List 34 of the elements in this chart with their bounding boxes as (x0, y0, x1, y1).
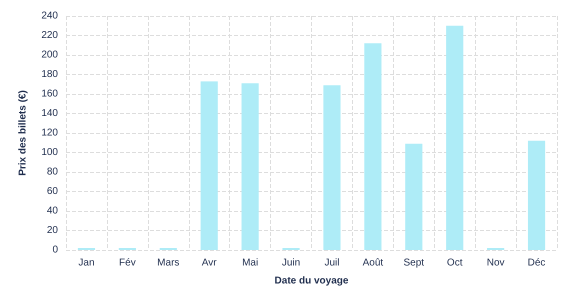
y-tick-label: 80 (46, 166, 58, 178)
bar (528, 140, 546, 250)
y-tick-label: 20 (46, 225, 58, 236)
y-tick-label: 60 (46, 186, 58, 197)
y-tick-label: 40 (46, 206, 58, 216)
x-axis-title: Date du voyage (274, 276, 349, 286)
x-tick-label: Sept (404, 258, 424, 268)
x-tick-label: Juil (324, 258, 340, 268)
x-tick-label: Nov (486, 258, 505, 268)
x-tick-label: Jan (78, 258, 95, 268)
bar (364, 43, 382, 250)
bar (446, 26, 464, 250)
y-tick-label: 160 (41, 88, 58, 100)
y-tick-label: 200 (41, 50, 58, 60)
x-tick-label: Juin (282, 258, 300, 268)
y-tick-label: 100 (41, 147, 58, 158)
x-tick-label: Mai (242, 258, 258, 268)
y-tick-label: 120 (41, 128, 58, 138)
y-tick-label: 220 (41, 30, 58, 41)
x-tick-label: Fév (119, 258, 136, 268)
y-tick-label: 140 (41, 108, 58, 119)
x-tick-label: Oct (446, 258, 463, 268)
bar (323, 85, 341, 250)
bar (200, 81, 218, 250)
x-tick-label: Mars (157, 258, 180, 268)
bar (242, 83, 259, 250)
y-axis-title: Prix des billets (€) (18, 90, 28, 176)
x-tick-label: Déc (528, 258, 546, 268)
y-tick-label: 180 (41, 69, 58, 80)
x-tick-label: Avr (202, 258, 218, 268)
x-tick-label: Août (362, 258, 384, 268)
bar (405, 144, 422, 250)
y-tick-label: 240 (41, 10, 58, 22)
y-tick-label: 0 (52, 244, 58, 256)
